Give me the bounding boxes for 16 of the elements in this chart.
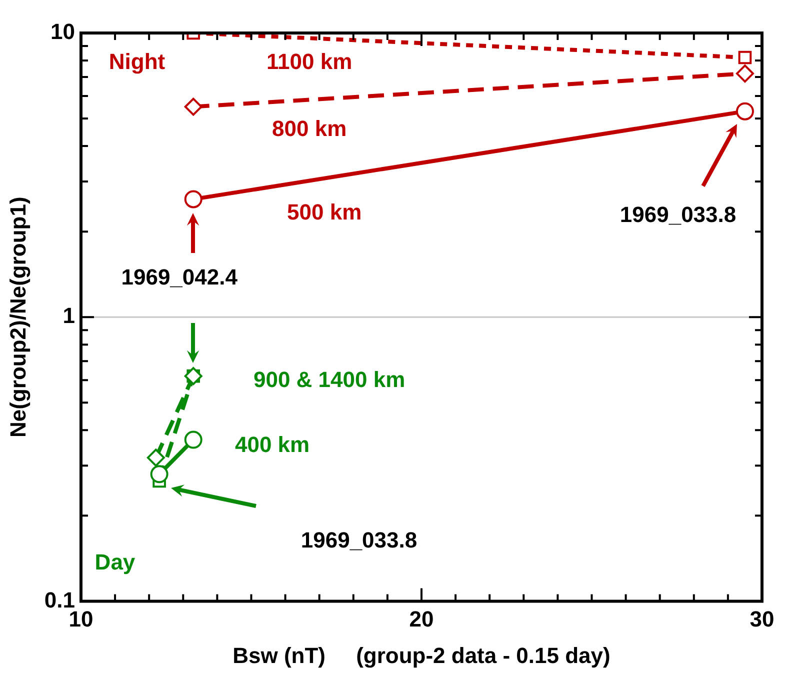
series-label: 1100 km — [266, 49, 352, 74]
annotation: 1969_042.4 — [121, 264, 238, 290]
x-axis-title: Bsw (nT) (group-2 data - 0.15 day) — [232, 642, 610, 668]
annotation: Night — [108, 49, 166, 74]
y-tick-label: 10 — [50, 19, 75, 44]
series-label: 800 km — [272, 116, 347, 141]
annotation: Day — [94, 549, 136, 574]
annotation: 1969_033.8 — [300, 527, 418, 552]
annotation: 1969_033.8 — [620, 202, 736, 228]
text: 900 & 1400 km — [253, 367, 406, 392]
y-tick-label: 1 — [62, 303, 75, 328]
series-label: 500 km — [287, 199, 362, 224]
series-label: 400 km — [234, 432, 310, 458]
y-axis-title: Ne(group2)/Ne(group1) — [5, 196, 30, 438]
x-tick-label: 20 — [409, 606, 434, 632]
x-tick-label: 30 — [750, 606, 774, 632]
